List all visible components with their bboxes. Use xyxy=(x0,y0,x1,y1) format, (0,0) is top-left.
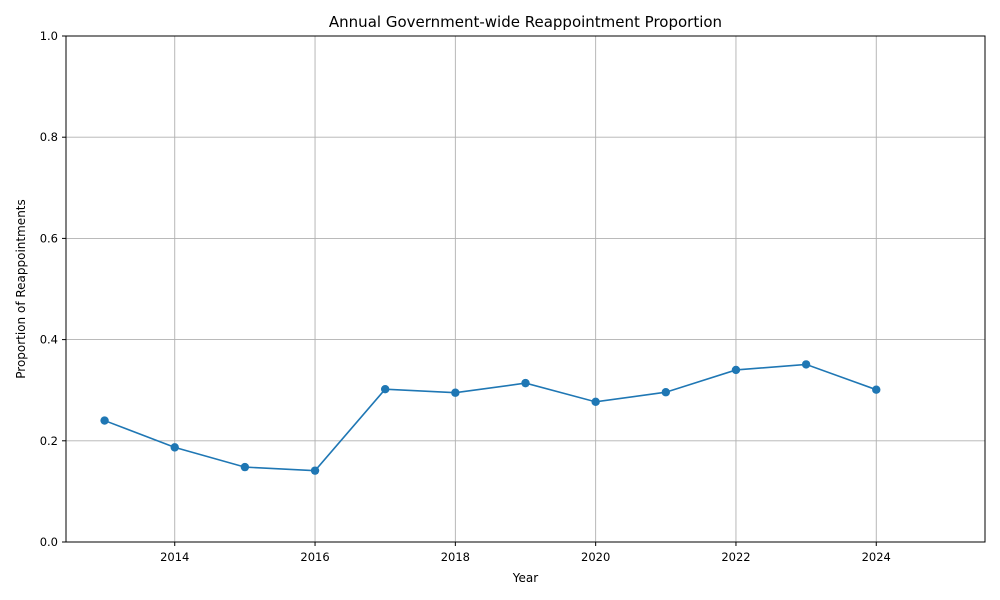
data-point xyxy=(100,416,109,425)
y-axis-label: Proportion of Reappointments xyxy=(14,199,28,379)
x-tick-label: 2024 xyxy=(862,550,891,564)
x-tick-label: 2018 xyxy=(441,550,470,564)
data-point xyxy=(661,388,671,397)
data-point xyxy=(872,385,881,394)
data-point xyxy=(521,378,530,388)
data-point xyxy=(801,360,811,369)
series-line xyxy=(104,363,877,472)
data-point xyxy=(170,443,179,452)
x-tick-label: 2016 xyxy=(300,550,329,564)
data-point xyxy=(380,384,390,394)
x-tick-label: 2020 xyxy=(581,550,610,564)
y-tick-label: 0.4 xyxy=(40,333,58,347)
y-tick-label: 1.0 xyxy=(40,29,58,43)
y-tick-label: 0.0 xyxy=(40,535,58,549)
data-point xyxy=(451,388,460,397)
x-axis-label: Year xyxy=(512,571,538,585)
data-point xyxy=(310,466,320,475)
plot-frame xyxy=(65,35,986,543)
axis-ticks: 2014 2016 2018 2020 2022 2024 0.0 0.2 0.4 0.6 0.8 1… xyxy=(40,29,891,564)
series-layer xyxy=(100,360,881,475)
y-tick-label: 0.6 xyxy=(40,231,58,245)
y-tick-label: 0.2 xyxy=(40,434,58,448)
x-tick-label: 2014 xyxy=(160,550,189,564)
y-tick-label: 0.8 xyxy=(40,130,58,144)
x-tick-label: 2022 xyxy=(721,550,750,564)
data-point xyxy=(591,397,600,407)
data-point xyxy=(731,365,741,375)
data-point xyxy=(240,462,250,472)
chart-title: Annual Government-wide Reappointment Pro… xyxy=(329,13,722,31)
